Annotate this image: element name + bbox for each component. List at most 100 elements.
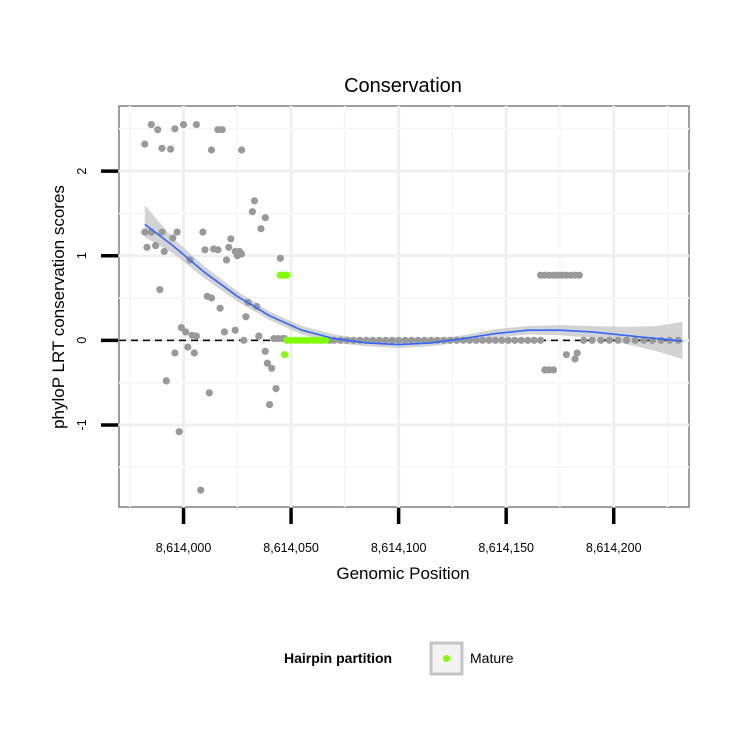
other-point bbox=[472, 336, 480, 344]
other-point bbox=[197, 486, 205, 494]
x-tick-label: 8,614,100 bbox=[371, 541, 427, 555]
other-point bbox=[388, 336, 396, 344]
other-point bbox=[143, 243, 151, 251]
other-point bbox=[225, 243, 233, 251]
other-point bbox=[141, 140, 149, 148]
y-axis-label: phyloP LRT conservation scores bbox=[49, 185, 68, 429]
other-point bbox=[631, 336, 639, 344]
other-point bbox=[623, 336, 631, 344]
other-point bbox=[240, 336, 248, 344]
other-point bbox=[160, 247, 168, 256]
other-point bbox=[588, 336, 596, 344]
other-point bbox=[401, 336, 409, 344]
other-point bbox=[263, 359, 271, 367]
smooth-line bbox=[144, 223, 683, 346]
other-point bbox=[182, 328, 190, 336]
other-point bbox=[199, 228, 207, 236]
y-tick-label: 0 bbox=[75, 337, 89, 344]
other-point bbox=[511, 336, 519, 344]
x-axis-label: Genomic Position bbox=[336, 564, 469, 583]
mature-point bbox=[283, 271, 291, 279]
legend-label-mature: Mature bbox=[470, 650, 514, 666]
other-point bbox=[167, 145, 175, 153]
other-point bbox=[231, 326, 239, 334]
other-point bbox=[169, 234, 177, 242]
other-point bbox=[257, 225, 265, 233]
other-point bbox=[147, 121, 155, 129]
mature-point bbox=[281, 351, 289, 359]
other-point bbox=[190, 349, 198, 357]
other-point bbox=[261, 347, 269, 355]
other-point bbox=[205, 389, 213, 397]
other-point bbox=[614, 336, 622, 344]
other-point bbox=[227, 235, 235, 243]
other-point bbox=[420, 336, 428, 344]
other-point bbox=[171, 125, 179, 133]
other-point bbox=[580, 336, 588, 344]
other-point bbox=[382, 336, 390, 344]
other-point bbox=[375, 336, 383, 344]
grid-lines bbox=[119, 106, 689, 507]
other-point bbox=[152, 242, 160, 250]
x-tick-label: 8,614,000 bbox=[156, 541, 212, 555]
other-point bbox=[154, 126, 162, 134]
y-tick-label: 2 bbox=[75, 168, 89, 175]
other-point bbox=[530, 336, 538, 344]
other-point bbox=[179, 121, 188, 129]
other-point bbox=[207, 294, 216, 302]
x-tick-label: 8,614,050 bbox=[263, 541, 319, 555]
other-point bbox=[162, 377, 170, 385]
axes: 8,614,000 8,614,050 8,614,100 8,614,150 8,61… bbox=[75, 168, 642, 555]
other-point bbox=[218, 126, 226, 134]
y-tick-label: 1 bbox=[75, 252, 89, 259]
x-tick-label: 8,614,200 bbox=[586, 541, 642, 555]
y-tick-label: -1 bbox=[75, 419, 89, 430]
other-point bbox=[575, 271, 583, 279]
other-point bbox=[184, 343, 192, 351]
mature-point bbox=[321, 336, 330, 344]
other-point bbox=[192, 332, 200, 340]
other-point bbox=[395, 336, 403, 344]
other-point bbox=[524, 336, 532, 344]
other-point bbox=[657, 336, 665, 344]
other-point bbox=[485, 336, 493, 344]
x-tick-label: 8,614,150 bbox=[478, 541, 534, 555]
other-point bbox=[173, 228, 181, 236]
other-point bbox=[220, 328, 228, 336]
other-point bbox=[141, 228, 149, 236]
other-point bbox=[238, 250, 246, 258]
other-point bbox=[255, 332, 263, 340]
other-point bbox=[222, 256, 231, 264]
other-point bbox=[238, 146, 246, 154]
other-point bbox=[248, 208, 256, 216]
other-point bbox=[192, 121, 200, 129]
other-point bbox=[605, 336, 614, 344]
chart-title: Conservation bbox=[344, 75, 462, 97]
other-point bbox=[158, 144, 166, 152]
other-point bbox=[517, 336, 525, 344]
other-point bbox=[571, 355, 579, 363]
other-point bbox=[640, 336, 648, 344]
plot-panel bbox=[118, 105, 690, 508]
other-point bbox=[478, 336, 487, 344]
other-point bbox=[498, 336, 506, 344]
other-point bbox=[414, 336, 422, 344]
other-point bbox=[158, 228, 166, 236]
other-point bbox=[266, 401, 274, 409]
other-point bbox=[407, 336, 416, 344]
other-point bbox=[207, 146, 216, 154]
other-point bbox=[216, 304, 224, 312]
legend-mature-dot bbox=[443, 655, 450, 662]
other-point bbox=[491, 336, 499, 344]
other-point bbox=[504, 336, 512, 344]
other-point bbox=[562, 351, 571, 359]
other-point bbox=[369, 336, 377, 344]
other-point bbox=[597, 336, 605, 344]
other-point bbox=[242, 313, 250, 321]
other-point bbox=[171, 349, 179, 357]
other-point bbox=[175, 428, 183, 436]
other-point bbox=[201, 246, 209, 254]
legend: Hairpin partition Mature bbox=[284, 641, 514, 676]
other-point bbox=[156, 286, 164, 294]
